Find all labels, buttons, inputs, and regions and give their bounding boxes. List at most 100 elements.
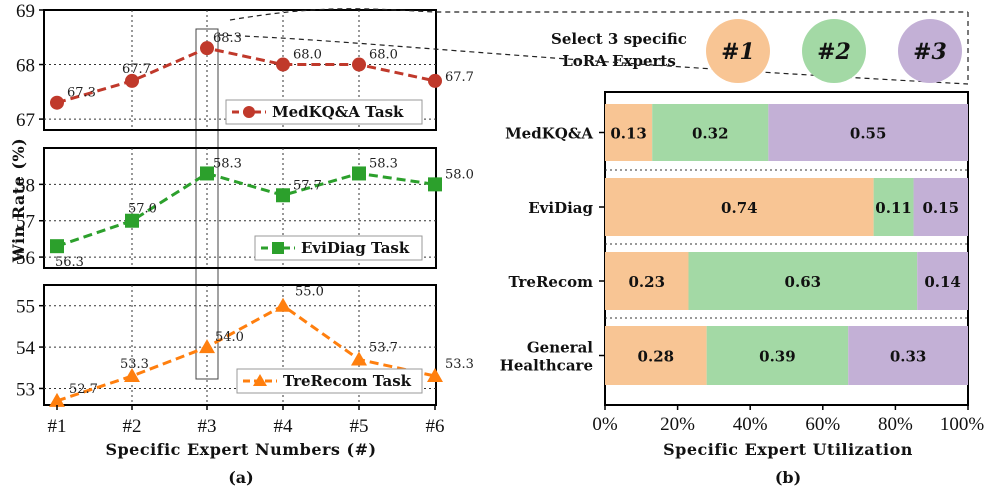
series-line	[56, 303, 436, 403]
y-tick-label: 67	[16, 110, 35, 131]
y-tick-label: 57	[16, 212, 35, 233]
panel-frame	[43, 9, 437, 131]
data-point	[352, 57, 366, 72]
right-caption: (b)	[775, 468, 801, 487]
bar-segment	[917, 252, 968, 310]
series-line	[56, 171, 436, 248]
bar-segment-label: 0.13	[610, 125, 647, 143]
data-label: 53.3	[445, 357, 474, 372]
panel-frame	[43, 147, 437, 269]
bar-segment	[706, 326, 849, 385]
category-label: TreRecom	[508, 273, 593, 291]
bar-segment	[605, 326, 707, 385]
data-point	[50, 95, 64, 110]
bar-segment-label: 0.39	[759, 348, 796, 366]
x-tick-label: #4	[274, 416, 294, 437]
callout-line-top	[229, 8, 968, 21]
expert-badge-label: #2	[817, 39, 851, 65]
data-point	[275, 297, 291, 312]
bar-segment-label: 0.33	[890, 348, 927, 366]
data-label: 55.0	[295, 285, 324, 300]
callout-line-bottom	[217, 34, 969, 85]
y-tick-label: 69	[16, 1, 35, 22]
expert-badge-label: #3	[913, 39, 947, 65]
data-label: 58.3	[213, 156, 242, 171]
data-point	[200, 166, 214, 181]
bar-segment	[848, 326, 968, 385]
y-tick-label: 58	[16, 175, 35, 196]
panel-2: 53 54 55 52.7 53.3 54.0 55.0 53.7 53.3 TreRecom T…	[16, 284, 474, 407]
bar-segment-label: 0.11	[875, 199, 912, 217]
data-point	[49, 392, 65, 407]
data-label: 53.7	[369, 340, 398, 355]
data-label: 67.3	[67, 86, 96, 101]
data-point	[427, 368, 443, 383]
legend: MedKQ&A Task	[225, 99, 423, 125]
data-label: 58.0	[445, 167, 474, 182]
legend-marker	[272, 242, 284, 254]
highlight-expert-3-box	[195, 28, 219, 380]
y-tick-label: 53	[16, 379, 35, 400]
bar-segment-label: 0.14	[924, 273, 961, 291]
data-point	[351, 351, 367, 366]
panel-frame	[43, 284, 437, 406]
data-point	[199, 339, 215, 354]
x-tick-label: 0%	[592, 414, 618, 435]
bar-segment-label: 0.55	[850, 125, 887, 143]
data-point	[276, 188, 290, 203]
x-tick-label: #6	[426, 416, 445, 437]
category-label: EviDiag	[528, 199, 593, 217]
category-label: MedKQ&A	[505, 125, 593, 143]
category-label: General	[527, 339, 593, 357]
y-tick-label: 55	[16, 297, 35, 318]
expert-select-line1: Select 3 specific	[551, 30, 687, 48]
data-label: 58.3	[369, 156, 398, 171]
x-tick-label: 60%	[805, 414, 840, 435]
bar-segment-label: 0.23	[628, 273, 665, 291]
data-label: 54.0	[215, 330, 244, 345]
category-label: Healthcare	[500, 357, 593, 375]
left-caption: (a)	[228, 468, 254, 487]
data-point	[200, 41, 214, 56]
data-label: 67.7	[445, 70, 474, 85]
y-tick-label: 54	[16, 338, 36, 359]
legend-label: EviDiag Task	[301, 239, 410, 257]
series-line	[56, 46, 436, 105]
bar-segment	[913, 178, 968, 236]
y-tick-label: 68	[16, 56, 35, 77]
data-label: 67.7	[122, 62, 151, 77]
bar-segment	[605, 252, 689, 310]
data-point	[50, 239, 64, 254]
legend: TreRecom Task	[236, 368, 423, 394]
y-tick-label: 56	[16, 248, 35, 269]
data-point	[428, 177, 442, 192]
bar-segment-label: 0.28	[638, 348, 675, 366]
data-point	[124, 368, 140, 383]
bar-segment	[873, 178, 914, 236]
data-label: 57.7	[293, 178, 322, 193]
x-tick-label: 80%	[878, 414, 913, 435]
legend-label: TreRecom Task	[283, 372, 412, 390]
x-tick-label: 40%	[733, 414, 768, 435]
bar-segment-label: 0.63	[785, 273, 822, 291]
legend-marker	[253, 374, 267, 386]
legend: EviDiag Task	[254, 235, 423, 261]
x-tick-label: #3	[198, 416, 217, 437]
panel-0: 67 68 69 67.3 67.7 68.3 68.0 68.0 67.7 MedKQ&A Ta…	[16, 1, 474, 131]
bar-segment-label: 0.15	[923, 199, 960, 217]
x-tick-label: 20%	[660, 414, 695, 435]
expert-badge	[802, 19, 866, 83]
expert-badge	[898, 19, 962, 83]
panel-1: 56 57 58 56.3 57.0 58.3 57.7 58.3 58.0 EviDiag Ta…	[16, 147, 474, 270]
left-x-axis-title: Specific Expert Numbers (#)	[105, 440, 376, 459]
bar-segment	[688, 252, 918, 310]
bar-segment	[652, 104, 769, 161]
left-y-axis-title: Win Rate (%)	[9, 138, 28, 263]
x-tick-label: #1	[48, 416, 67, 437]
data-point	[125, 73, 139, 88]
right-x-axis-title: Specific Expert Utilization	[663, 440, 913, 459]
left-line-charts: 67 68 69 67.3 67.7 68.3 68.0 68.0 67.7 MedKQ&A Ta…	[16, 1, 474, 437]
data-point	[352, 166, 366, 181]
data-label: 53.3	[120, 357, 149, 372]
